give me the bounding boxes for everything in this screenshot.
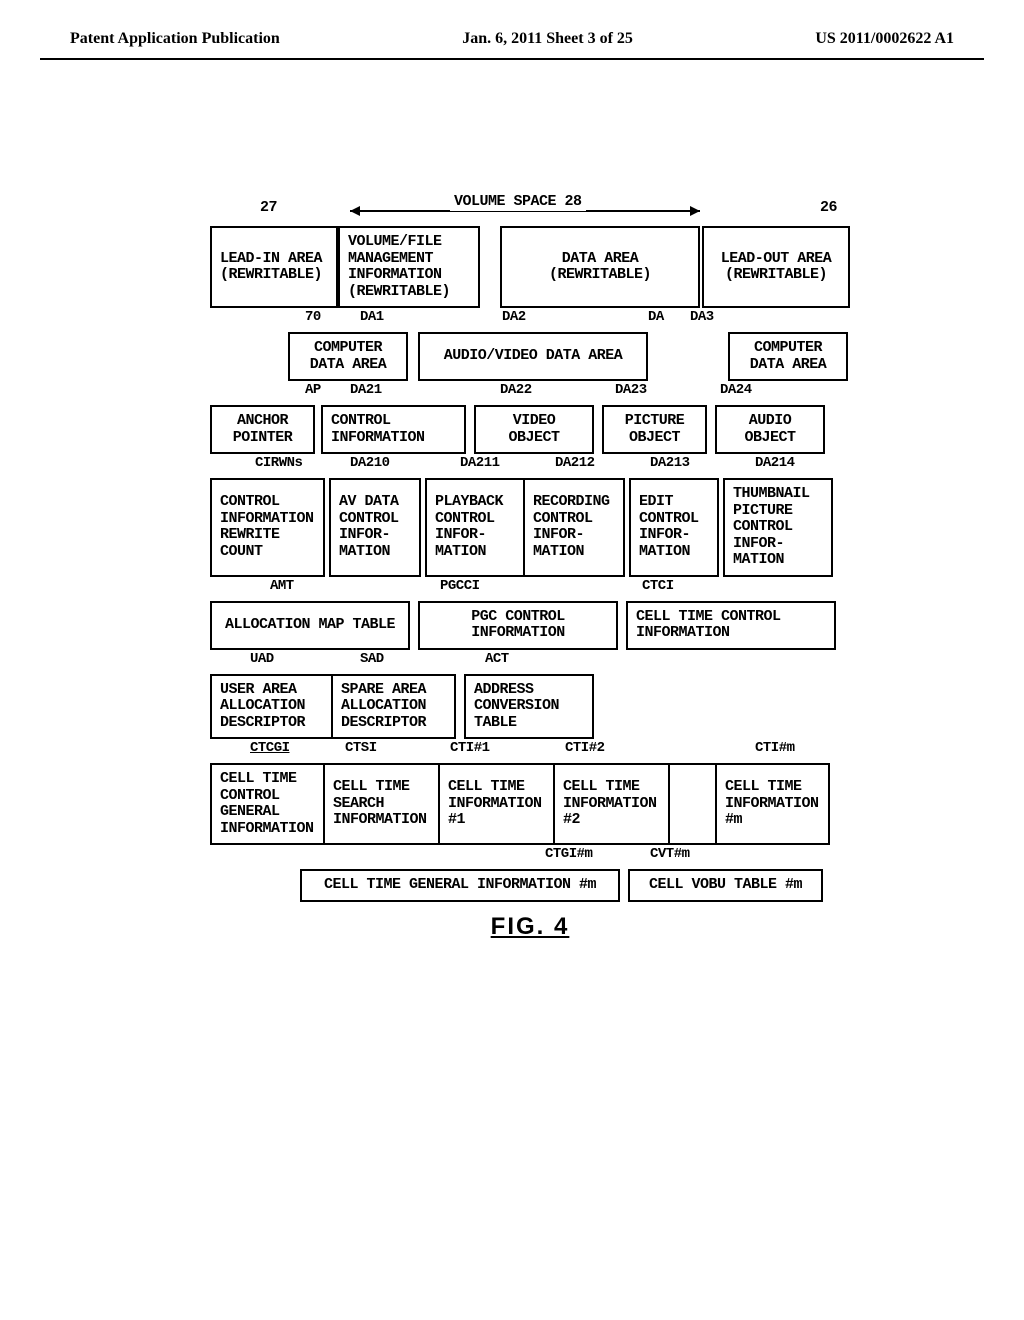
lbl-cirwns: CIRWNs (255, 456, 302, 471)
labels-2: 70 DA1 DA2 DA DA3 (210, 310, 850, 332)
audio-object: AUDIO OBJECT (715, 405, 825, 454)
volume-file-mgmt: VOLUME/FILE MANAGEMENT INFORMATION (REWR… (338, 226, 480, 308)
cell-time-control-general-info: CELL TIME CONTROL GENERAL INFORMATION (210, 763, 325, 845)
lbl-da21: DA21 (350, 383, 382, 398)
edit-control-info: EDIT CONTROL INFOR-MATION (629, 478, 719, 577)
cell-time-control-info: CELL TIME CONTROL INFORMATION (626, 601, 836, 650)
user-area-alloc-desc: USER AREA ALLOCATION DESCRIPTOR (210, 674, 333, 740)
header-center: Jan. 6, 2011 Sheet 3 of 25 (462, 30, 633, 48)
cell-vobu-table-m: CELL VOBU TABLE #m (628, 869, 823, 902)
figure-diagram: 27 VOLUME SPACE 28 26 LEAD-IN AREA (REWR… (210, 200, 850, 940)
computer-data-area-1: COMPUTER DATA AREA (288, 332, 408, 381)
lead-out-area: LEAD-OUT AREA (REWRITABLE) (702, 226, 850, 308)
lbl-ctsi: CTSI (345, 741, 377, 756)
control-information: CONTROL INFORMATION (321, 405, 466, 454)
allocation-map-table: ALLOCATION MAP TABLE (210, 601, 410, 650)
lbl-da24: DA24 (720, 383, 752, 398)
lead-in-area: LEAD-IN AREA (REWRITABLE) (210, 226, 338, 308)
header-left: Patent Application Publication (70, 30, 280, 48)
audio-video-data-area: AUDIO/VIDEO DATA AREA (418, 332, 648, 381)
video-object: VIDEO OBJECT (474, 405, 594, 454)
lbl-cti2: CTI#2 (565, 741, 605, 756)
cell-time-general-info-m: CELL TIME GENERAL INFORMATION #m (300, 869, 620, 902)
lbl-sad: SAD (360, 652, 384, 667)
picture-object: PICTURE OBJECT (602, 405, 707, 454)
address-conversion-table: ADDRESS CONVERSION TABLE (464, 674, 594, 740)
cell-time-info-2: CELL TIME INFORMATION #2 (555, 763, 670, 845)
anchor-pointer: ANCHOR POINTER (210, 405, 315, 454)
row-8: CELL TIME GENERAL INFORMATION #m CELL VO… (300, 869, 830, 902)
pgc-control-info: PGC CONTROL INFORMATION (418, 601, 618, 650)
cell-time-info-1: CELL TIME INFORMATION #1 (440, 763, 555, 845)
cell-time-info-m: CELL TIME INFORMATION #m (715, 763, 830, 845)
recording-control-info: RECORDING CONTROL INFOR-MATION (525, 478, 625, 577)
lbl-cvtm: CVT#m (650, 847, 690, 862)
playback-control-info: PLAYBACK CONTROL INFOR-MATION (425, 478, 525, 577)
computer-data-area-2: COMPUTER DATA AREA (728, 332, 848, 381)
lbl-da214: DA214 (755, 456, 795, 471)
lbl-ap: AP (305, 383, 321, 398)
lbl-uad: UAD (250, 652, 274, 667)
lbl-ctcgi: CTCGI (250, 741, 290, 756)
ref-27: 27 (260, 200, 277, 217)
row7-gap (670, 763, 715, 845)
labels-5: AMT PGCCI CTCI (210, 579, 850, 601)
row-7: CELL TIME CONTROL GENERAL INFORMATION CE… (210, 763, 850, 845)
lbl-amt: AMT (270, 579, 294, 594)
lbl-da1: DA1 (360, 310, 384, 325)
figure-caption: FIG. 4 (210, 914, 850, 940)
thumbnail-picture-control-info: THUMBNAIL PICTURE CONTROL INFOR-MATION (723, 478, 833, 577)
row-5: ALLOCATION MAP TABLE PGC CONTROL INFORMA… (210, 601, 850, 650)
page-header: Patent Application Publication Jan. 6, 2… (0, 0, 1024, 58)
lbl-70: 70 (305, 310, 321, 325)
lbl-da22: DA22 (500, 383, 532, 398)
cell-time-search-info: CELL TIME SEARCH INFORMATION (325, 763, 440, 845)
lbl-da23: DA23 (615, 383, 647, 398)
labels-7: CTCGI CTSI CTI#1 CTI#2 CTI#m (210, 741, 850, 763)
row-1: LEAD-IN AREA (REWRITABLE) VOLUME/FILE MA… (210, 226, 850, 308)
lbl-da: DA (648, 310, 664, 325)
lbl-ctgim: CTGI#m (545, 847, 592, 862)
lbl-act: ACT (485, 652, 509, 667)
lbl-pgcci: PGCCI (440, 579, 480, 594)
labels-6: UAD SAD ACT (210, 652, 850, 674)
control-info-rewrite-count: CONTROL INFORMATION REWRITE COUNT (210, 478, 325, 577)
lbl-ctci: CTCI (642, 579, 674, 594)
header-rule (40, 58, 984, 60)
lbl-ctim: CTI#m (755, 741, 795, 756)
data-area: DATA AREA (REWRITABLE) (500, 226, 700, 308)
row-2: COMPUTER DATA AREA AUDIO/VIDEO DATA AREA… (288, 332, 848, 381)
spare-area-alloc-desc: SPARE AREA ALLOCATION DESCRIPTOR (333, 674, 456, 740)
lbl-da213: DA213 (650, 456, 690, 471)
header-right: US 2011/0002622 A1 (815, 30, 954, 48)
lbl-da211: DA211 (460, 456, 500, 471)
av-data-control-info: AV DATA CONTROL INFOR-MATION (329, 478, 421, 577)
lbl-cti1: CTI#1 (450, 741, 490, 756)
lbl-da3: DA3 (690, 310, 714, 325)
row-4: CONTROL INFORMATION REWRITE COUNT AV DAT… (210, 478, 850, 577)
labels-4: CIRWNs DA210 DA211 DA212 DA213 DA214 (210, 456, 850, 478)
top-labels: 27 VOLUME SPACE 28 26 (210, 200, 850, 226)
lbl-da2: DA2 (502, 310, 526, 325)
lbl-da212: DA212 (555, 456, 595, 471)
row-3: ANCHOR POINTER CONTROL INFORMATION VIDEO… (210, 405, 850, 454)
row-6: USER AREA ALLOCATION DESCRIPTOR SPARE AR… (210, 674, 600, 740)
labels-3: AP DA21 DA22 DA23 DA24 (210, 383, 850, 405)
labels-8: CTGI#m CVT#m (210, 847, 850, 869)
lbl-da210: DA210 (350, 456, 390, 471)
volume-space-label: VOLUME SPACE 28 (450, 194, 586, 211)
ref-26: 26 (820, 200, 837, 217)
